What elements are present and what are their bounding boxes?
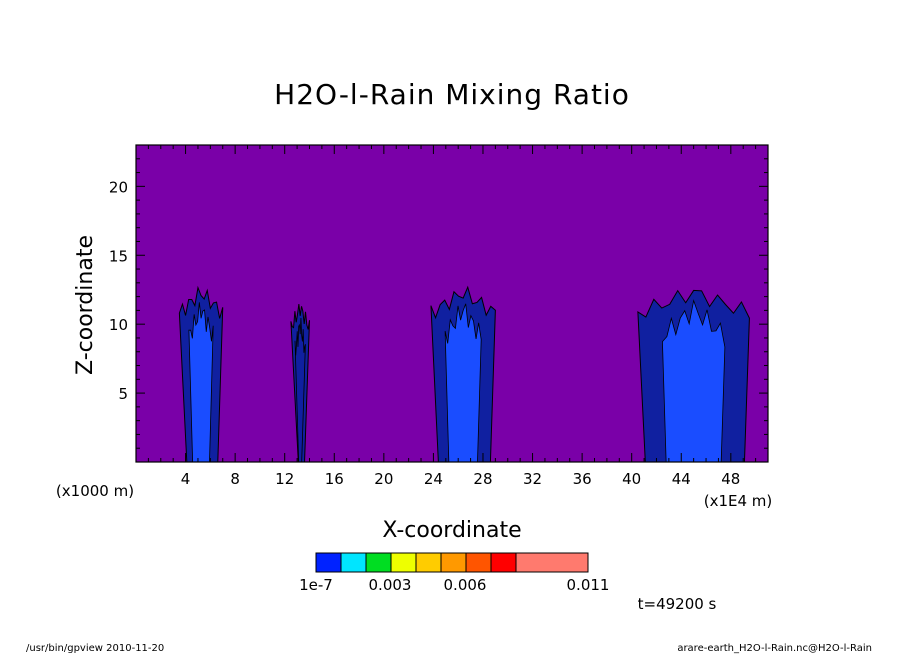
y-tick-label: 15	[109, 247, 128, 265]
x-tick-label: 16	[325, 470, 344, 488]
x-tick-label: 44	[672, 470, 691, 488]
x-tick-label: 48	[721, 470, 740, 488]
y-axis-label: Z-coordinate	[73, 235, 98, 375]
x-tick-label: 24	[424, 470, 443, 488]
colorbar-swatch	[415, 552, 442, 573]
x-tick-label: 36	[573, 470, 592, 488]
colorbar-swatch	[515, 552, 589, 573]
rain-cell-inner-3	[444, 303, 482, 463]
x-ticks: 4 8 12 16 20 24 28 32 36 40 44 48	[147, 145, 757, 488]
colorbar-label: 0.011	[567, 576, 610, 594]
x-tick-label: 8	[230, 470, 240, 488]
colorbar-swatch	[490, 552, 517, 573]
x-tick-label: 4	[181, 470, 191, 488]
y-tick-label: 20	[109, 178, 128, 196]
plot-frame	[135, 144, 769, 463]
x-unit-left: (x1000 m)	[56, 482, 134, 500]
rain-cell-inner-2	[294, 317, 306, 463]
x-tick-label: 32	[523, 470, 542, 488]
colorbar-swatch	[315, 552, 342, 573]
x-tick-label: 12	[275, 470, 294, 488]
colorbar-label: 0.006	[444, 576, 487, 594]
x-axis-label: X-coordinate	[382, 518, 521, 543]
y-tick-label: 5	[118, 385, 128, 403]
x-unit-right: (x1E4 m)	[704, 492, 773, 510]
y-tick-label: 10	[109, 316, 128, 334]
x-tick-label: 28	[473, 470, 492, 488]
rain-cell-inner-4	[662, 299, 726, 463]
x-tick-label: 40	[622, 470, 641, 488]
chart-title: H2O-l-Rain Mixing Ratio	[274, 78, 630, 111]
colorbar-swatch	[365, 552, 392, 573]
footer-left: /usr/bin/gpview 2010-11-20	[26, 643, 164, 654]
time-label: t=49200 s	[638, 595, 717, 613]
colorbar-swatch	[465, 552, 492, 573]
colorbar-swatch	[440, 552, 467, 573]
x-tick-label: 20	[374, 470, 393, 488]
y-ticks: 5 10 15 20	[109, 158, 768, 449]
colorbar-swatch	[340, 552, 367, 573]
colorbar-swatch	[390, 552, 417, 573]
colorbar-label: 1e-7	[299, 576, 333, 594]
footer-right: arare-earth_H2O-l-Rain.nc@H2O-l-Rain	[677, 643, 872, 654]
colorbar: 1e-7 0.003 0.006 0.011	[299, 552, 610, 594]
colorbar-label: 0.003	[369, 576, 412, 594]
rain-cell-inner-1	[188, 302, 214, 463]
